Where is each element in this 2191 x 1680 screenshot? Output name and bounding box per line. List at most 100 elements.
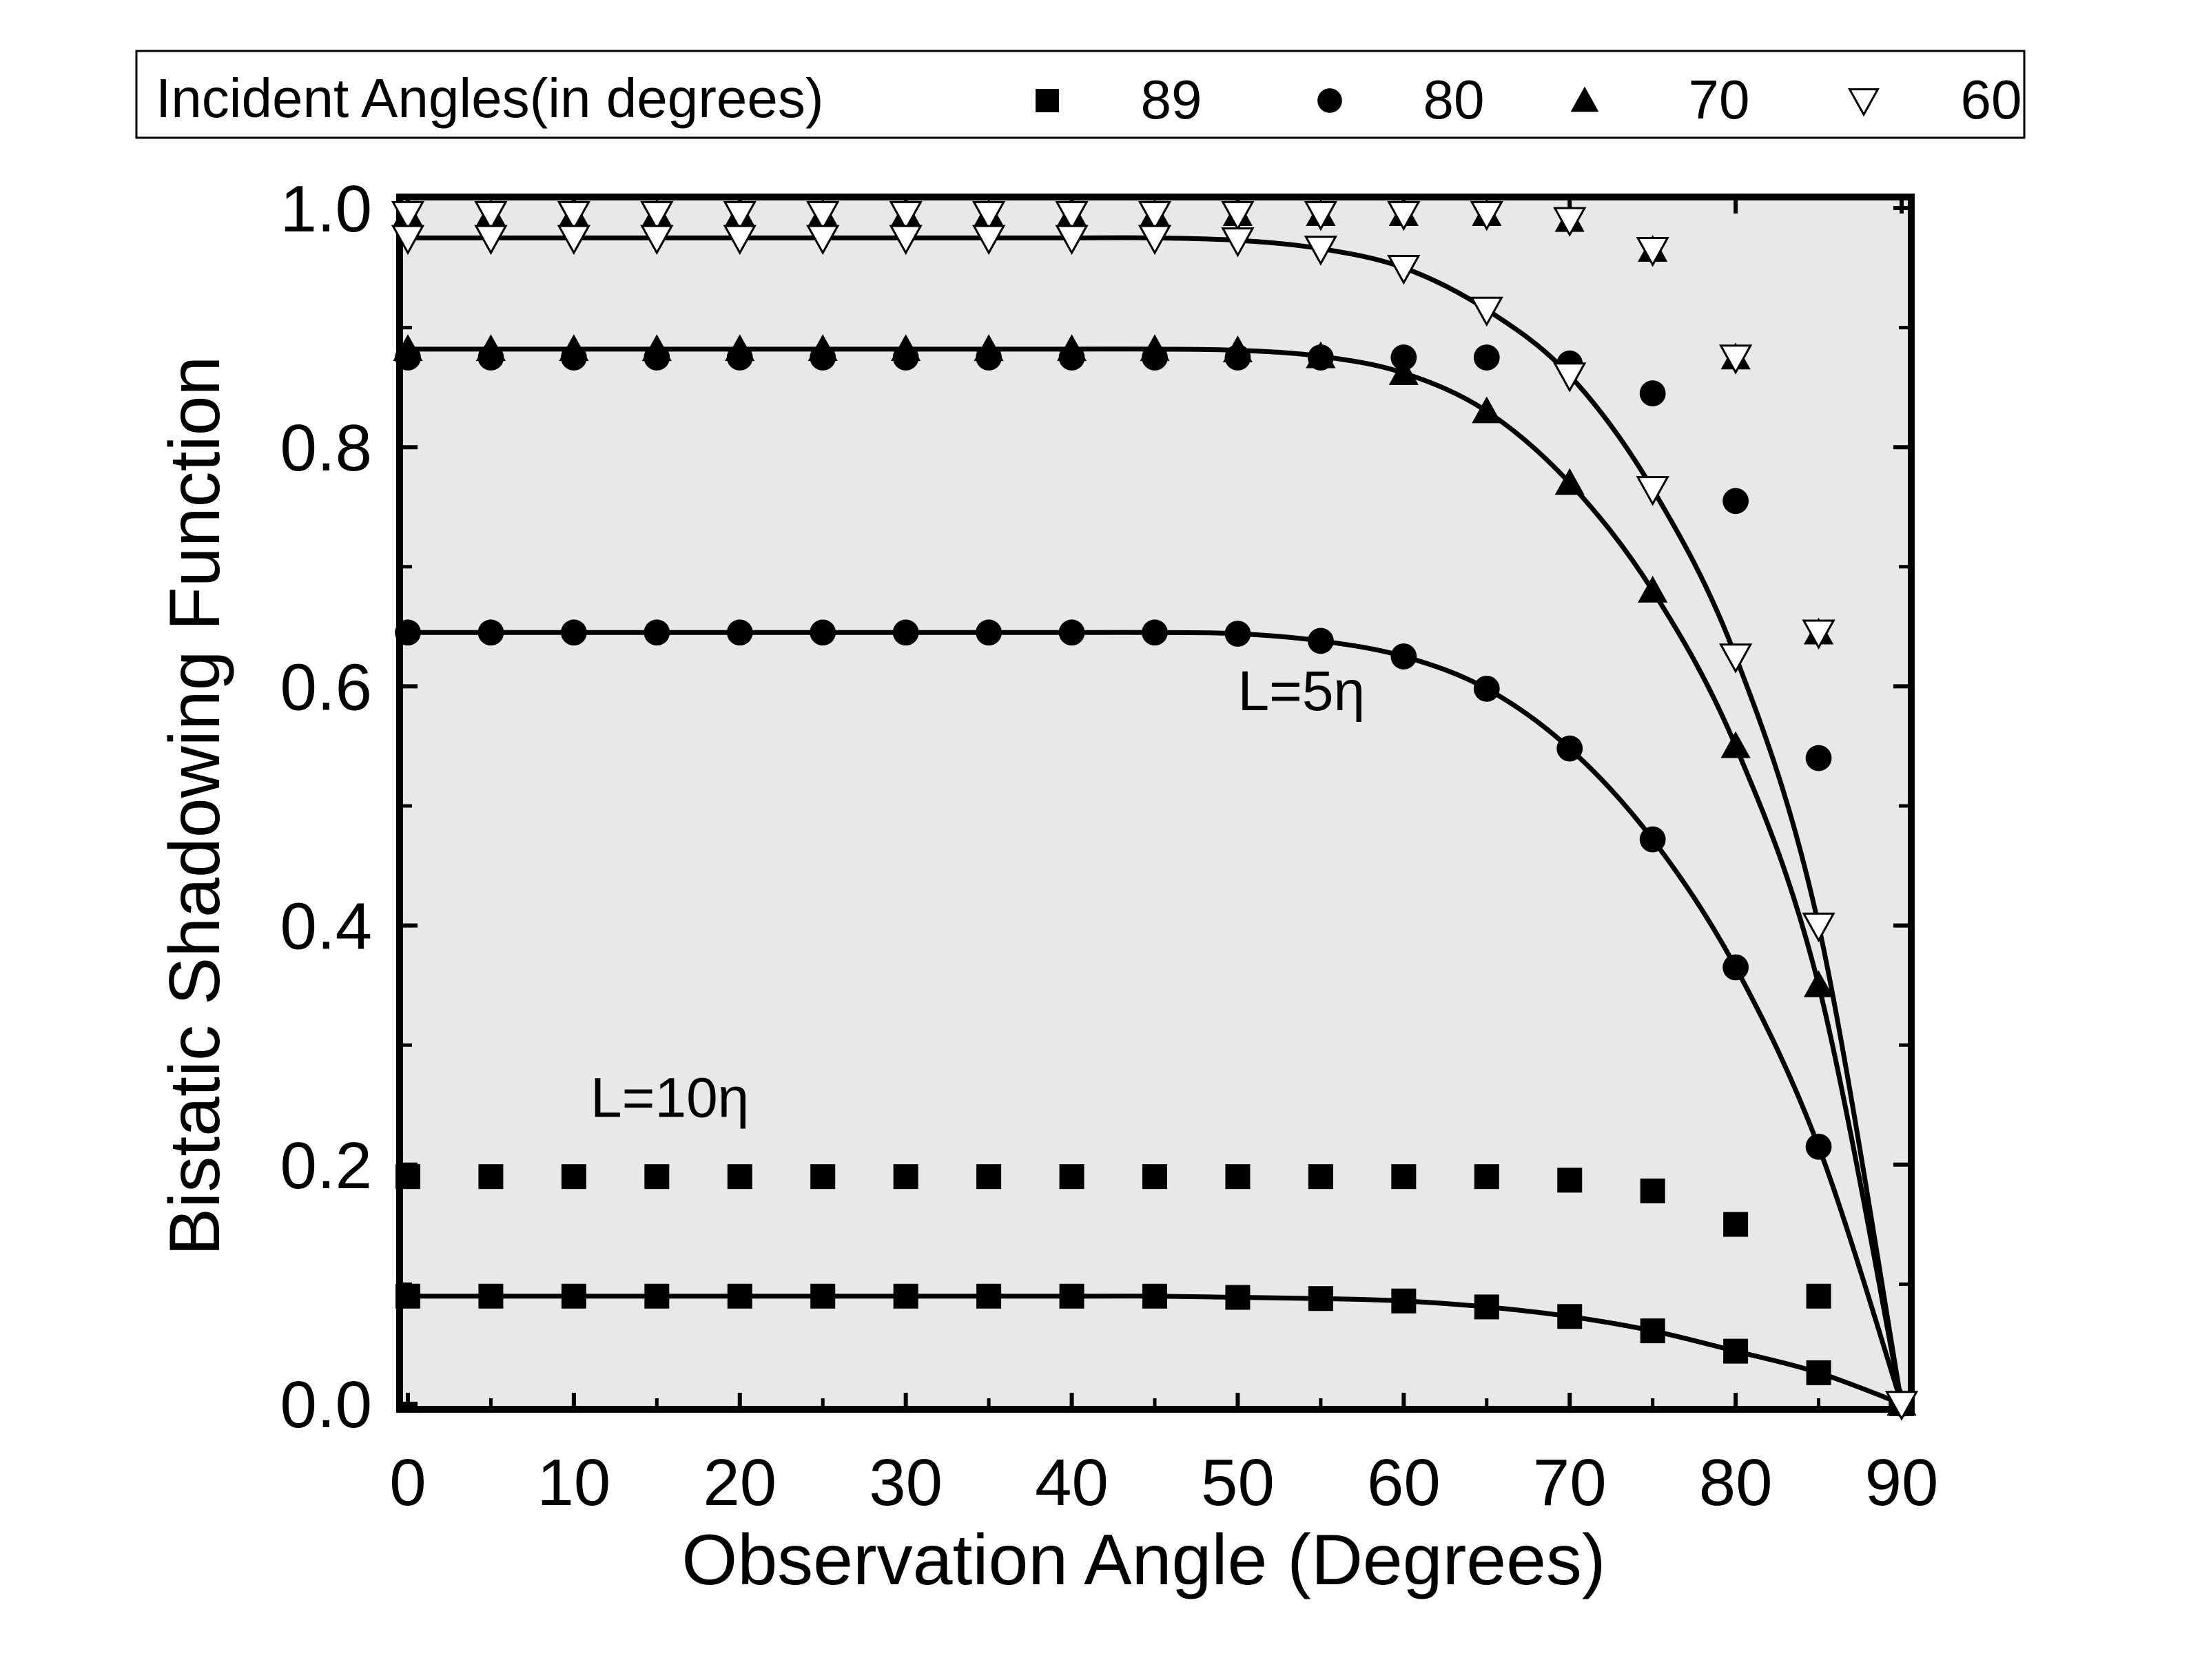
point-60-7 [1718,643,1753,674]
point-60-7 [806,225,840,256]
point-89-0 [395,1164,420,1190]
point-89-0 [810,1164,836,1190]
legend-title: Incident Angles(in degrees) [156,68,824,129]
point-60-7 [723,225,757,256]
y-axis-label: Bistatic Shadowing Function [155,356,235,1256]
legend-label-80: 80 [1423,69,1485,130]
point-80-2 [1805,745,1832,771]
point-89-0 [1142,1164,1167,1190]
point-89-1 [1059,1283,1084,1309]
point-89-1 [1640,1318,1665,1344]
point-89-0 [1557,1168,1583,1193]
annotation-l5: L=5η [1237,660,1365,723]
markers [391,199,1919,1421]
point-70-5 [1720,731,1751,758]
point-60-7 [1304,236,1338,266]
legend-label-89: 89 [1141,69,1202,130]
point-80-3 [810,619,836,646]
point-60-7 [1221,227,1255,258]
point-89-0 [1723,1212,1749,1237]
legend-label-60: 60 [1961,69,2022,130]
point-70-5 [1056,334,1087,362]
plot-area [396,194,1915,1413]
point-60-7 [474,225,508,256]
y-tick-label: 0.0 [280,1368,372,1442]
point-89-1 [1474,1294,1499,1320]
point-89-0 [1640,1178,1665,1203]
y-tick-label: 0.6 [280,650,372,724]
point-70-5 [808,334,838,362]
x-tick-label: 50 [1201,1446,1275,1520]
point-70-5 [1472,396,1502,424]
point-60-7 [1138,225,1172,256]
point-89-1 [1723,1338,1749,1364]
legend-label-70: 70 [1689,69,1750,130]
point-80-3 [644,619,670,646]
point-89-1 [395,1283,420,1309]
point-80-3 [1058,619,1085,646]
annotation-l10: L=10η [590,1066,749,1129]
series-line-70-5 [408,346,1904,1404]
point-60-7 [1055,225,1089,256]
point-60-7 [640,225,674,256]
point-60-6 [971,200,1006,231]
point-89-0 [1474,1164,1499,1190]
point-60-6 [1055,200,1089,231]
point-60-6 [1718,344,1753,375]
point-80-3 [1142,619,1168,646]
point-60-7 [1636,476,1669,506]
legend-box [135,50,2026,139]
y-tick-label: 0.2 [280,1129,372,1203]
point-60-6 [1221,200,1255,231]
point-70-5 [725,334,755,362]
axes: 0 10 20 30 40 50 60 70 80 90 0.0 0.2 0.4 0.6 0.8 1.0 [280,172,1939,1520]
point-70-5 [641,334,672,362]
point-89-0 [1308,1164,1333,1190]
point-60-7 [1802,912,1835,943]
point-60-7 [971,225,1006,256]
point-60-7 [1553,362,1587,393]
point-70-5 [1554,468,1585,495]
series-line-60-7 [408,235,1904,1404]
point-80-3 [1473,675,1500,702]
point-80-3 [395,619,421,646]
point-89-1 [1142,1283,1167,1309]
point-60-7 [1884,1391,1919,1421]
point-89-0 [1225,1164,1251,1190]
y-tick-label: 1.0 [280,172,372,246]
point-60-6 [1304,200,1338,231]
point-89-0 [561,1164,586,1190]
point-89-1 [810,1283,836,1309]
point-60-7 [391,225,425,256]
point-89-1 [1557,1304,1583,1329]
point-70-5 [1388,357,1419,385]
point-70-5 [559,334,589,362]
x-tick-label: 20 [703,1446,776,1520]
point-70-5 [1638,575,1668,603]
point-60-6 [723,200,757,231]
legend: Incident Angles(in degrees) 89 80 70 60 [135,50,2026,139]
x-tick-label: 70 [1533,1446,1607,1520]
point-80-2 [1473,344,1500,371]
point-89-1 [1806,1360,1831,1385]
point-80-2 [1722,488,1749,515]
x-tick-label: 40 [1035,1446,1109,1520]
x-tick-label: 10 [537,1446,610,1520]
point-80-3 [1307,628,1334,654]
point-60-6 [1387,200,1421,231]
point-60-6 [474,200,508,231]
point-80-3 [1722,954,1749,981]
point-89-0 [893,1164,918,1190]
y-tick-label: 0.8 [280,411,372,485]
legend-marker-70 [1570,86,1599,112]
point-80-3 [976,619,1002,646]
x-tick-label: 60 [1367,1446,1441,1520]
point-60-7 [557,225,591,256]
point-89-0 [727,1164,752,1190]
point-60-6 [1553,207,1587,238]
x-tick-label: 0 [389,1446,426,1520]
point-60-6 [1138,200,1172,231]
point-89-0 [976,1164,1002,1190]
x-tick-label: 90 [1865,1446,1939,1520]
point-60-6 [806,200,840,231]
